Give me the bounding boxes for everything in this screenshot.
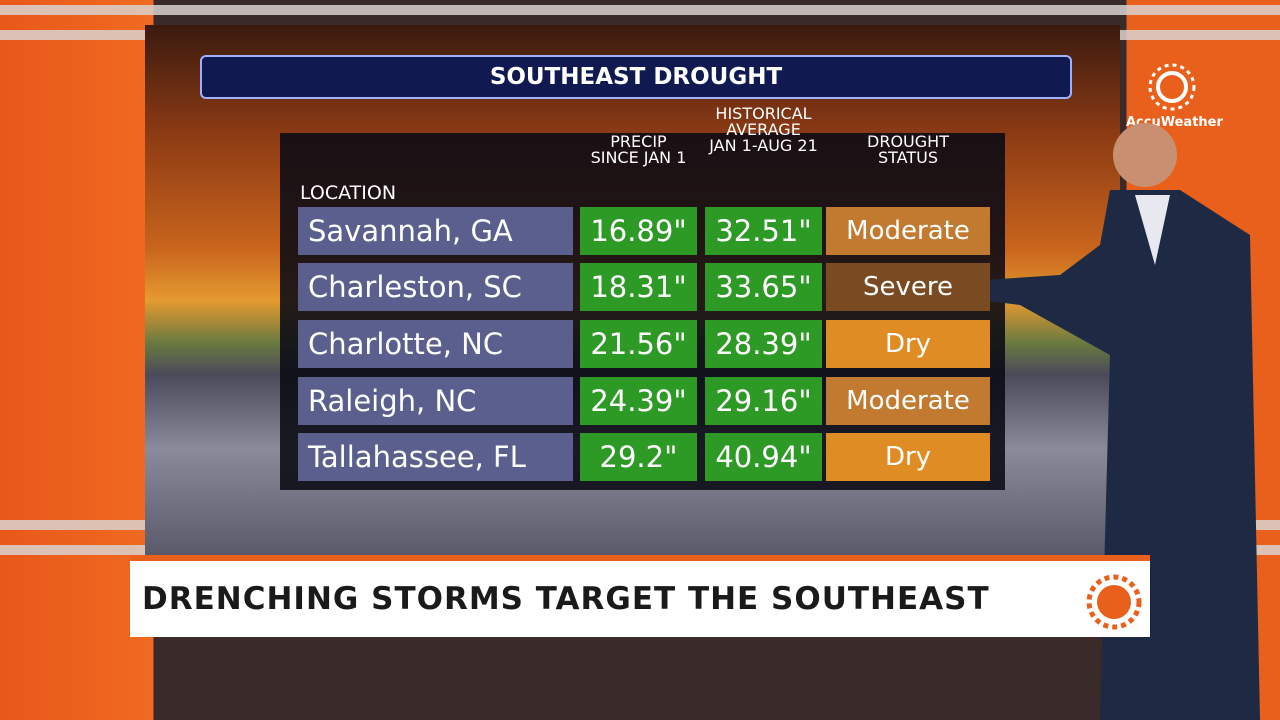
header-line: PRECIP: [610, 132, 667, 151]
header-line: AVERAGE: [726, 120, 801, 139]
header-line: LOCATION: [300, 182, 397, 204]
header-line: SINCE JAN 1: [590, 148, 687, 167]
logo-icon: [1148, 63, 1196, 111]
header-line: STATUS: [877, 148, 939, 167]
column-header: DROUGHT STATUS: [826, 134, 990, 166]
header-line: JAN 1-AUG 21: [709, 136, 818, 155]
status-cell: Severe: [826, 263, 990, 311]
status-cell: Dry: [826, 433, 990, 481]
average-cell: 28.39": [705, 320, 822, 368]
title: SOUTHEAST DROUGHT: [200, 55, 1072, 99]
precip-cell: 21.56": [580, 320, 697, 368]
lower-third: DRENCHING STORMS TARGET THE SOUTHEAST: [130, 555, 1150, 637]
location-cell: Savannah, GA: [298, 207, 573, 255]
location-cell: Raleigh, NC: [298, 377, 573, 425]
table-panel: [280, 133, 1005, 490]
column-header: HISTORICAL AVERAGE JAN 1-AUG 21: [705, 106, 822, 154]
headline: DRENCHING STORMS TARGET THE SOUTHEAST: [142, 581, 990, 617]
column-header: LOCATION: [300, 182, 470, 204]
location-cell: Charleston, SC: [298, 263, 573, 311]
precip-cell: 29.2": [580, 433, 697, 481]
stripe: [0, 5, 1280, 15]
column-header: PRECIP SINCE JAN 1: [580, 134, 697, 166]
header-line: HISTORICAL: [715, 104, 812, 123]
average-cell: 32.51": [705, 207, 822, 255]
presenter: [980, 123, 1260, 720]
header-line: DROUGHT: [867, 132, 949, 151]
average-cell: 40.94": [705, 433, 822, 481]
sun-icon: [1086, 574, 1142, 630]
precip-cell: 24.39": [580, 377, 697, 425]
precip-cell: 16.89": [580, 207, 697, 255]
status-cell: Dry: [826, 320, 990, 368]
status-cell: Moderate: [826, 207, 990, 255]
location-cell: Charlotte, NC: [298, 320, 573, 368]
average-cell: 29.16": [705, 377, 822, 425]
precip-cell: 18.31": [580, 263, 697, 311]
average-cell: 33.65": [705, 263, 822, 311]
status-cell: Moderate: [826, 377, 990, 425]
location-cell: Tallahassee, FL: [298, 433, 573, 481]
